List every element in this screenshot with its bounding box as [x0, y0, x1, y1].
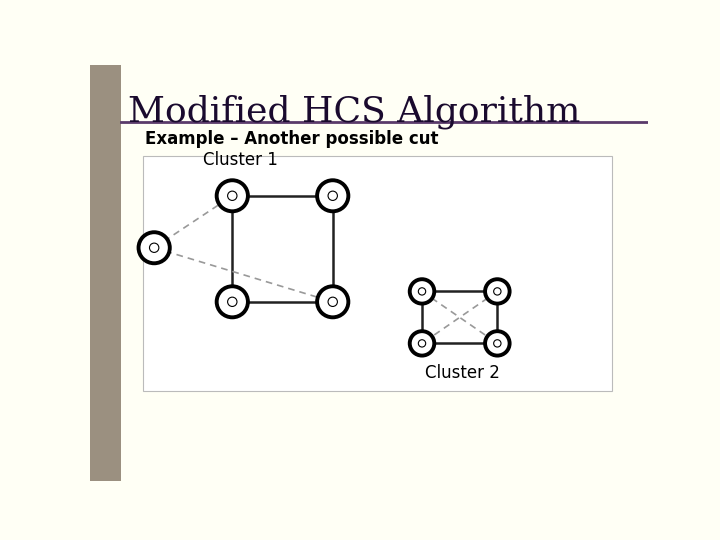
Text: Cluster 2: Cluster 2 — [425, 364, 500, 382]
Bar — [143, 156, 612, 391]
Ellipse shape — [485, 279, 510, 303]
Ellipse shape — [217, 286, 248, 318]
Ellipse shape — [217, 180, 248, 211]
Ellipse shape — [410, 331, 434, 355]
Ellipse shape — [485, 331, 510, 355]
Text: Modified HCS Algorithm: Modified HCS Algorithm — [128, 94, 580, 129]
Text: Example – Another possible cut: Example – Another possible cut — [145, 130, 438, 148]
Bar — [90, 65, 121, 481]
Ellipse shape — [317, 286, 348, 318]
Ellipse shape — [138, 232, 170, 264]
Ellipse shape — [410, 279, 434, 303]
Text: Cluster 1: Cluster 1 — [203, 151, 278, 168]
Ellipse shape — [317, 180, 348, 211]
